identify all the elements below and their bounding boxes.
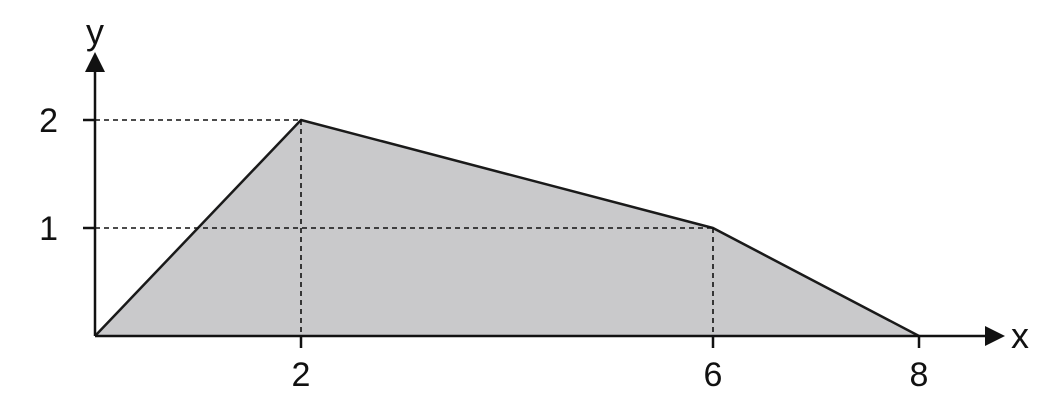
- y-tick-label: 2: [39, 102, 58, 140]
- y-tick-label: 1: [39, 210, 58, 248]
- area-fill: [95, 120, 919, 336]
- x-tick-label: 2: [292, 356, 311, 394]
- y-axis-label: y: [86, 11, 104, 52]
- axes: x y: [85, 11, 1029, 356]
- x-axis-arrow-icon: [985, 326, 1005, 346]
- x-axis-label: x: [1011, 315, 1029, 356]
- x-tick-label: 8: [910, 356, 929, 394]
- y-axis-arrow-icon: [85, 52, 105, 72]
- ticks: 2 6 8 1 2: [39, 102, 928, 394]
- guide-lines: [95, 119, 714, 336]
- x-tick-label: 6: [704, 356, 723, 394]
- area-layer: [94, 118, 920, 338]
